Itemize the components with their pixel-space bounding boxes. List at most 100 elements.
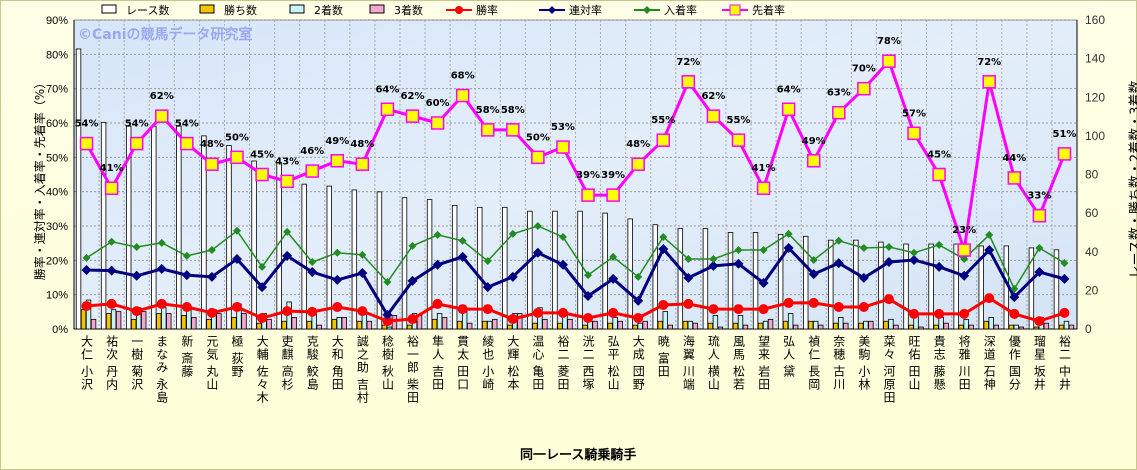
marker-rentai-rate bbox=[909, 254, 920, 265]
bar-races bbox=[978, 245, 984, 330]
marker-senchaku-rate bbox=[180, 136, 194, 151]
legend-marker bbox=[455, 6, 463, 14]
marker-nyuchaku-rate bbox=[207, 246, 216, 255]
marker-nyuchaku-rate bbox=[859, 243, 868, 252]
bar-thirds bbox=[818, 324, 824, 330]
y-tick-right: 140 bbox=[1085, 52, 1105, 66]
marker-senchaku-rate bbox=[806, 154, 821, 168]
bar-wins bbox=[281, 320, 287, 330]
marker-senchaku-rate bbox=[155, 109, 169, 123]
bar-seconds bbox=[537, 307, 543, 330]
marker-win-rate bbox=[909, 308, 920, 319]
x-tick-label: 瑠星 坂井 bbox=[1032, 335, 1047, 391]
line-nyuchaku-rate bbox=[86, 225, 1065, 291]
marker-nyuchaku-rate bbox=[308, 258, 317, 267]
bar-thirds bbox=[692, 322, 699, 330]
bar-seconds bbox=[386, 326, 393, 330]
marker-senchaku-rate bbox=[631, 157, 645, 171]
legend-label: 先着率 bbox=[752, 3, 785, 17]
bar-wins bbox=[557, 322, 563, 330]
marker-nyuchaku-rate bbox=[283, 227, 292, 236]
bar-thirds bbox=[391, 315, 398, 330]
marker-rentai-rate bbox=[457, 251, 468, 262]
bar-wins bbox=[908, 324, 914, 330]
x-tick-label: 祐次 丹内 bbox=[104, 335, 119, 391]
x-tick-label: 奈穂 古川 bbox=[831, 335, 846, 391]
data-label-senchaku-rate: 43% bbox=[275, 156, 299, 167]
bar-seconds bbox=[712, 315, 719, 330]
marker-rentai-rate bbox=[532, 247, 543, 258]
bar-seconds bbox=[963, 318, 969, 330]
y-axis-left-title: 勝率・連対率・入着率・先着率（%） bbox=[33, 76, 48, 281]
y-tick-left: 70% bbox=[46, 84, 68, 96]
bar-wins bbox=[933, 324, 939, 330]
bar-races bbox=[878, 241, 884, 330]
marker-senchaku-rate bbox=[405, 109, 420, 123]
marker-rentai-rate bbox=[206, 271, 217, 282]
y-tick-left: 50% bbox=[46, 152, 68, 164]
data-label-senchaku-rate: 63% bbox=[827, 88, 851, 99]
x-tick-label: 将雅 川田 bbox=[957, 335, 972, 391]
data-label-senchaku-rate: 64% bbox=[777, 84, 801, 95]
marker-win-rate bbox=[282, 306, 293, 317]
bar-wins bbox=[156, 313, 162, 330]
marker-nyuchaku-rate bbox=[358, 250, 367, 259]
marker-rentai-rate bbox=[758, 277, 769, 288]
x-tick-label: 極荻野 bbox=[229, 335, 244, 378]
marker-nyuchaku-rate bbox=[132, 242, 141, 251]
bar-thirds bbox=[266, 318, 272, 330]
x-tick-label: まなみ 永島 bbox=[154, 335, 169, 404]
bar-thirds bbox=[492, 318, 498, 330]
x-tick-label: 綾也 小崎 bbox=[480, 335, 495, 391]
legend-swatch bbox=[101, 4, 117, 14]
bar-wins bbox=[406, 324, 413, 330]
bar-seconds bbox=[787, 313, 794, 330]
marker-senchaku-rate bbox=[756, 181, 771, 195]
data-label-senchaku-rate: 48% bbox=[350, 139, 374, 150]
data-label-senchaku-rate: 62% bbox=[401, 91, 425, 102]
bar-races bbox=[577, 210, 583, 330]
bar-races bbox=[451, 204, 458, 330]
data-label-senchaku-rate: 46% bbox=[300, 146, 324, 157]
bar-thirds bbox=[617, 320, 623, 330]
bar-races bbox=[376, 191, 383, 330]
marker-senchaku-rate bbox=[1057, 147, 1072, 161]
marker-win-rate bbox=[984, 293, 995, 304]
bar-seconds bbox=[85, 299, 92, 330]
bar-thirds bbox=[316, 324, 322, 330]
bar-thirds bbox=[767, 318, 774, 330]
marker-nyuchaku-rate bbox=[1060, 259, 1069, 268]
marker-senchaku-rate bbox=[205, 157, 219, 171]
marker-rentai-rate bbox=[658, 244, 669, 255]
bar-races bbox=[351, 189, 358, 330]
marker-rentai-rate bbox=[231, 253, 242, 264]
x-tick-label: 大成 団野 bbox=[631, 335, 646, 391]
y-tick-right: 120 bbox=[1085, 90, 1105, 104]
data-label-senchaku-rate: 58% bbox=[476, 105, 500, 116]
marker-win-rate bbox=[758, 304, 769, 315]
x-tick-label: 隼人 吉田 bbox=[430, 335, 445, 391]
marker-senchaku-rate bbox=[857, 81, 871, 96]
marker-nyuchaku-rate bbox=[809, 255, 818, 264]
marker-rentai-rate bbox=[708, 260, 719, 271]
data-label-senchaku-rate: 50% bbox=[526, 132, 550, 143]
bar-thirds bbox=[542, 318, 548, 330]
bar-thirds bbox=[140, 311, 147, 330]
marker-nyuchaku-rate bbox=[483, 257, 492, 266]
marker-nyuchaku-rate bbox=[232, 226, 241, 235]
marker-rentai-rate bbox=[808, 269, 819, 280]
data-label-senchaku-rate: 23% bbox=[952, 225, 976, 236]
bar-races bbox=[727, 232, 734, 330]
marker-nyuchaku-rate bbox=[659, 232, 668, 241]
y-tick-right: 60 bbox=[1085, 206, 1099, 220]
marker-nyuchaku-rate bbox=[709, 254, 718, 263]
bar-thirds bbox=[441, 317, 448, 330]
bar-wins bbox=[507, 324, 513, 330]
bar-wins bbox=[682, 320, 689, 330]
bar-wins bbox=[532, 322, 538, 330]
bar-wins bbox=[80, 309, 87, 330]
bar-wins bbox=[607, 322, 613, 330]
x-tick-label: 元気 丸山 bbox=[204, 335, 219, 391]
x-tick-label: 大輔 佐々木 bbox=[255, 335, 270, 404]
legend-label: 3着数 bbox=[394, 3, 423, 17]
